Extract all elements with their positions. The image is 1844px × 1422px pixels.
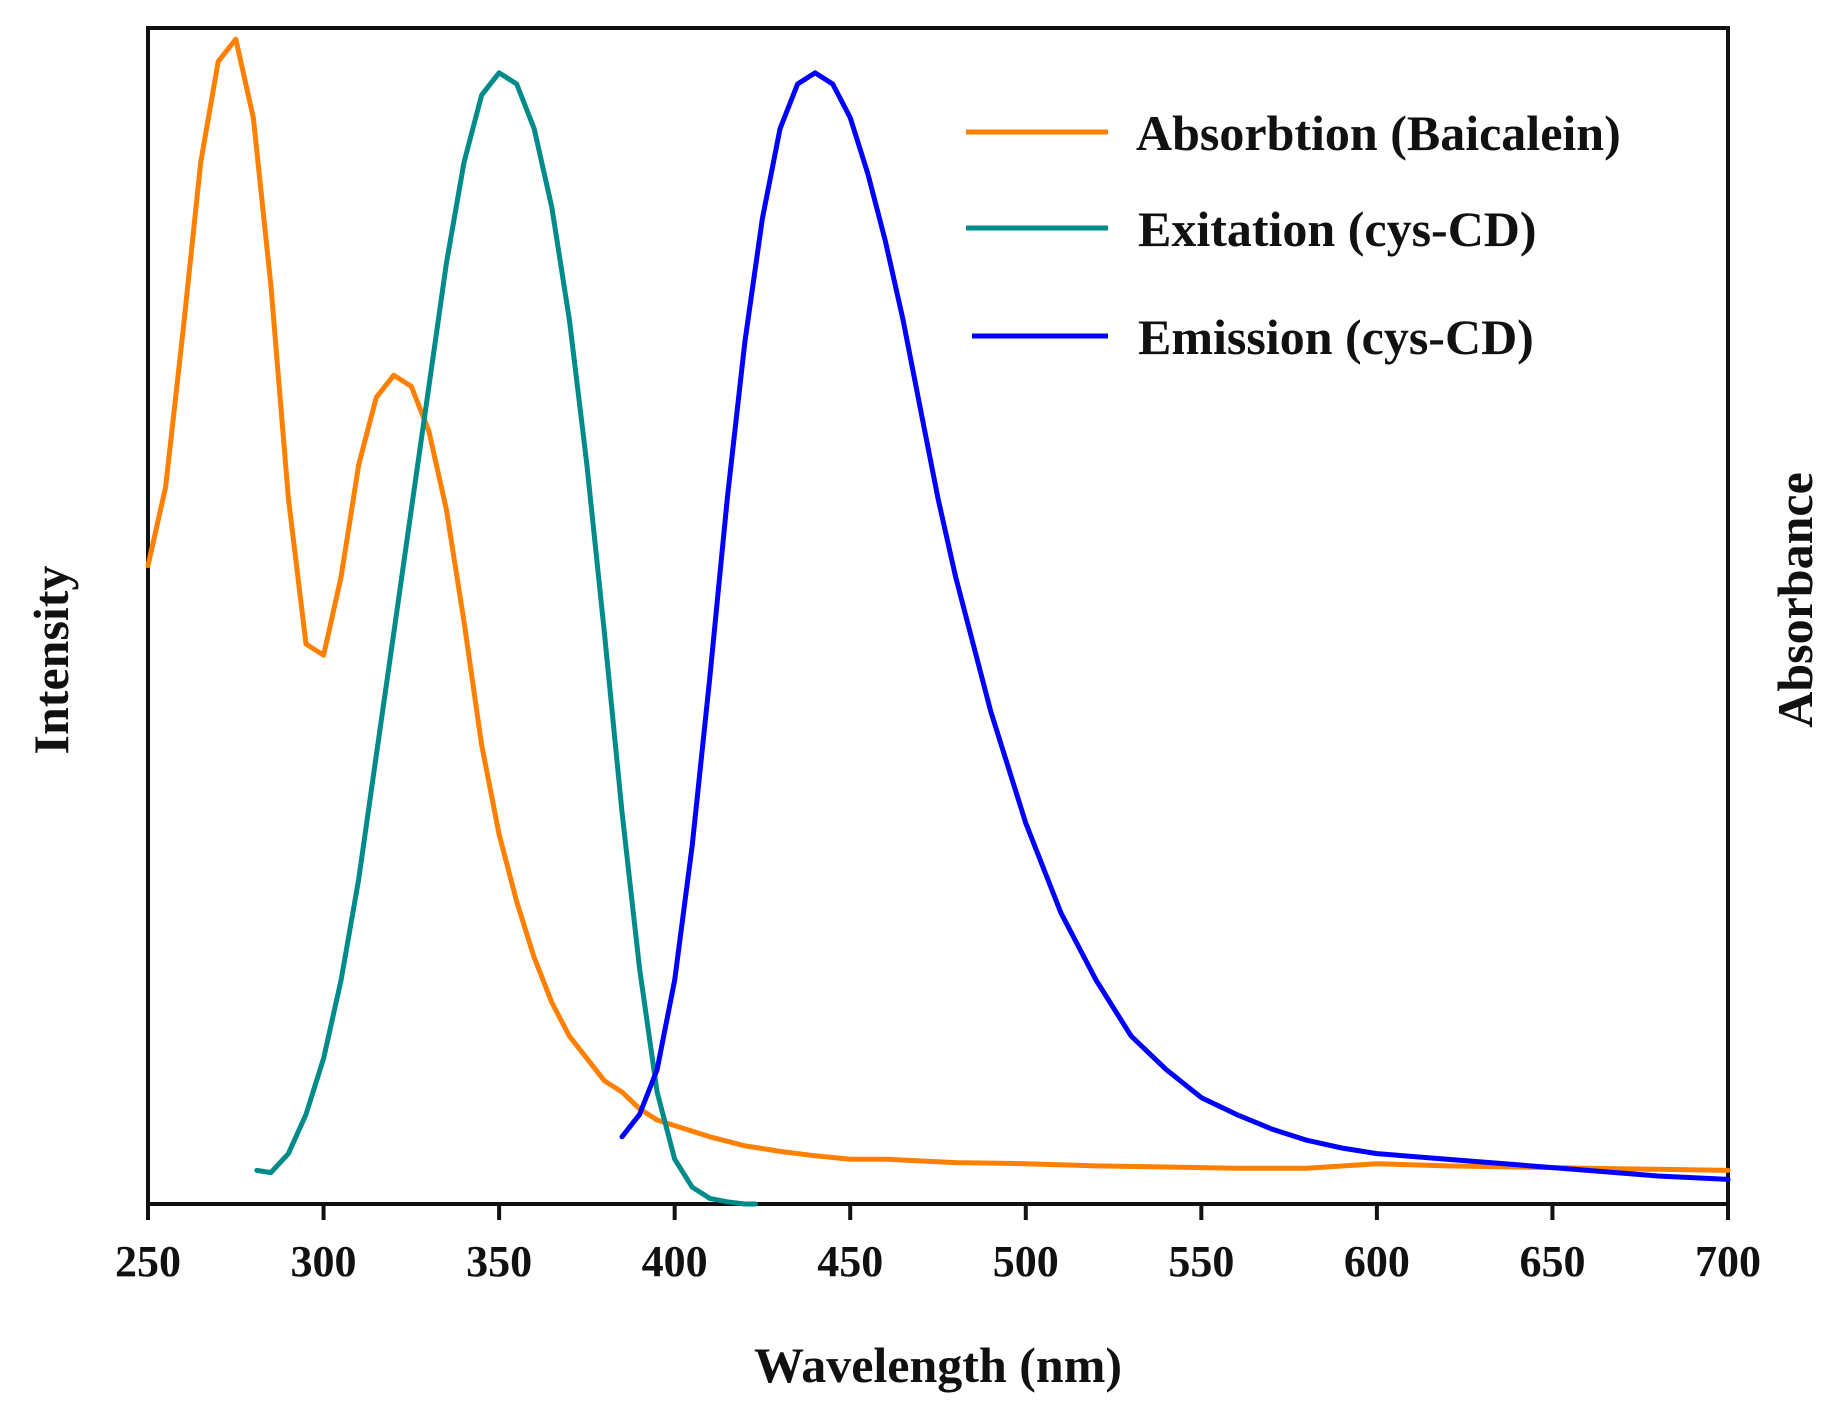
x-tick-label-450: 450 (817, 1237, 883, 1286)
x-tick-label-500: 500 (993, 1237, 1059, 1286)
x-axis-title: Wavelength (nm) (754, 1337, 1122, 1393)
series-line-emission-cys-cd (619, 70, 1731, 1182)
series-lines (145, 36, 1731, 1207)
legend-label-absorbtion: Absorbtion (Baicalein) (1136, 105, 1621, 161)
x-tick-label-600: 600 (1344, 1237, 1410, 1286)
legend: Absorbtion (Baicalein) Exitation (cys-CD… (966, 105, 1621, 365)
x-tick-label-650: 650 (1519, 1237, 1585, 1286)
x-tick-label-350: 350 (466, 1237, 532, 1286)
x-tick-label-300: 300 (291, 1237, 357, 1286)
series-line-absorbtion-baicalein (145, 36, 1731, 1173)
y-axis-title-right: Absorbance (1767, 472, 1823, 728)
x-tick-label-400: 400 (642, 1237, 708, 1286)
legend-label-emission: Emission (cys-CD) (1138, 309, 1534, 365)
legend-label-exitation: Exitation (cys-CD) (1138, 201, 1537, 257)
x-tick-label-250: 250 (115, 1237, 181, 1286)
plot-frame (146, 26, 1730, 1206)
x-tick-label-700: 700 (1695, 1237, 1761, 1286)
x-tick-label-550: 550 (1168, 1237, 1234, 1286)
x-axis-tick-labels: 250 300 350 400 450 500 550 600 650 700 (115, 1237, 1761, 1286)
x-axis-ticks (146, 1204, 1730, 1220)
series-line-exitation-cys-cd (254, 70, 758, 1207)
y-axis-title-left: Intensity (23, 566, 79, 755)
